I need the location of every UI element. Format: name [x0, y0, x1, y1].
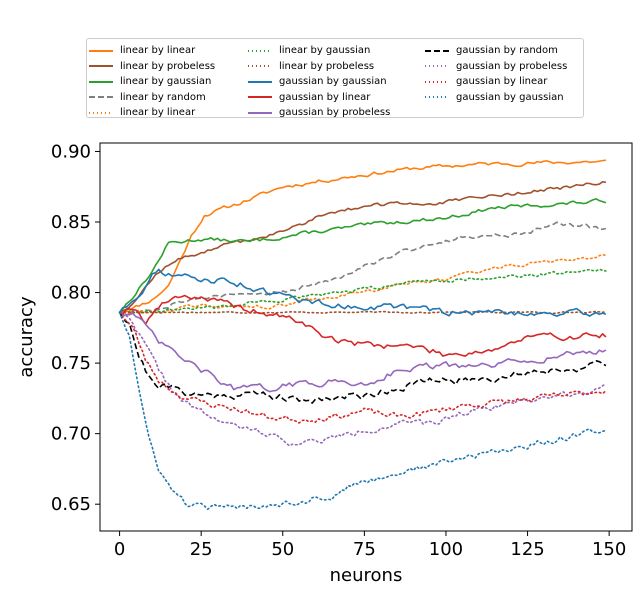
series-line-gaussian-by-gaussian-solid — [118, 268, 607, 317]
legend-label: linear by probeless — [120, 60, 216, 72]
x-tick-label: 75 — [353, 539, 376, 560]
legend-label: linear by random — [120, 91, 206, 103]
legend-label: linear by linear — [120, 107, 196, 119]
legend-label: linear by gaussian — [279, 45, 371, 57]
legend-line-icon — [248, 96, 272, 99]
legend-line-icon — [89, 96, 113, 99]
series-line-gaussian-by-gaussian-dotted — [118, 311, 607, 511]
legend-item: linear by probeless — [248, 59, 390, 75]
x-axis-label: neurons — [330, 565, 403, 586]
legend-label: gaussian by gaussian — [279, 76, 387, 88]
legend-item: gaussian by random — [425, 43, 567, 59]
series-line-gaussian-by-probeless-dotted — [118, 311, 607, 447]
x-tick-label: 125 — [510, 539, 544, 560]
legend-item: linear by linear — [89, 105, 215, 121]
legend-item: gaussian by linear — [425, 74, 567, 90]
x-tick-label: 150 — [592, 539, 626, 560]
legend-item: gaussian by linear — [248, 90, 390, 106]
legend-line-icon — [248, 49, 272, 52]
legend-item: linear by linear — [89, 43, 215, 59]
x-tick-label: 0 — [114, 539, 125, 560]
legend-line-icon — [89, 65, 113, 68]
series-layer — [118, 159, 607, 511]
legend-line-icon — [425, 65, 449, 68]
series-line-linear-by-gaussian-dotted — [118, 268, 607, 315]
x-axis: 0 25 50 75 100 125 150 — [114, 531, 626, 560]
legend-item: gaussian by gaussian — [425, 90, 567, 106]
legend-line-icon — [248, 80, 272, 83]
legend: linear by linear linear by probeless lin… — [86, 38, 584, 118]
y-axis: 0.65 0.70 0.75 0.80 0.85 0.90 — [51, 141, 100, 515]
legend-column-1: linear by linear linear by probeless lin… — [89, 43, 215, 121]
y-axis-label: accuracy — [16, 296, 37, 378]
series-line-gaussian-by-random-dashed — [118, 311, 607, 404]
legend-label: linear by probeless — [279, 60, 375, 72]
y-tick-label: 0.90 — [51, 141, 91, 162]
legend-item: gaussian by probeless — [425, 59, 567, 75]
legend-item: linear by gaussian — [89, 74, 215, 90]
series-line-gaussian-by-linear-solid — [119, 294, 607, 357]
x-tick-label: 25 — [190, 539, 213, 560]
y-tick-label: 0.65 — [51, 494, 91, 515]
x-tick-label: 50 — [271, 539, 294, 560]
y-tick-label: 0.80 — [51, 283, 91, 304]
legend-label: gaussian by probeless — [456, 60, 568, 72]
legend-label: gaussian by probeless — [279, 107, 391, 119]
legend-line-icon — [248, 65, 272, 68]
legend-item: linear by gaussian — [248, 43, 390, 59]
legend-line-icon — [89, 80, 113, 83]
series-line-linear-by-probeless-solid — [119, 180, 607, 314]
series-line-linear-by-linear-dotted — [118, 253, 607, 315]
legend-line-icon — [425, 80, 449, 83]
legend-label: linear by linear — [120, 45, 196, 57]
legend-item: gaussian by gaussian — [248, 74, 390, 90]
legend-column-3: gaussian by random gaussian by probeless… — [425, 43, 567, 105]
legend-line-icon — [248, 111, 272, 114]
x-tick-label: 100 — [429, 539, 463, 560]
legend-label: linear by gaussian — [120, 76, 212, 88]
series-line-gaussian-by-linear-dotted — [118, 311, 607, 424]
plot-frame — [99, 142, 633, 532]
legend-line-icon — [425, 49, 449, 52]
legend-label: gaussian by linear — [279, 91, 371, 103]
series-line-linear-by-gaussian-solid — [119, 198, 607, 313]
series-line-linear-by-linear-solid — [119, 159, 606, 314]
legend-label: gaussian by linear — [456, 76, 548, 88]
series-line-linear-by-probeless-dotted — [118, 310, 607, 315]
legend-item: linear by probeless — [89, 59, 215, 75]
y-tick-label: 0.70 — [51, 424, 91, 445]
legend-column-2: linear by gaussian linear by probeless g… — [248, 43, 390, 121]
y-tick-label: 0.85 — [51, 212, 91, 233]
legend-line-icon — [425, 96, 449, 99]
series-line-gaussian-by-probeless-solid — [118, 311, 607, 393]
series-line-linear-by-random-dashed — [119, 221, 607, 314]
legend-line-icon — [89, 111, 113, 114]
y-tick-label: 0.75 — [51, 353, 91, 374]
legend-label: gaussian by gaussian — [456, 91, 564, 103]
legend-item: linear by random — [89, 90, 215, 106]
legend-line-icon — [89, 49, 113, 52]
legend-item: gaussian by probeless — [248, 105, 390, 121]
legend-label: gaussian by random — [456, 45, 558, 57]
